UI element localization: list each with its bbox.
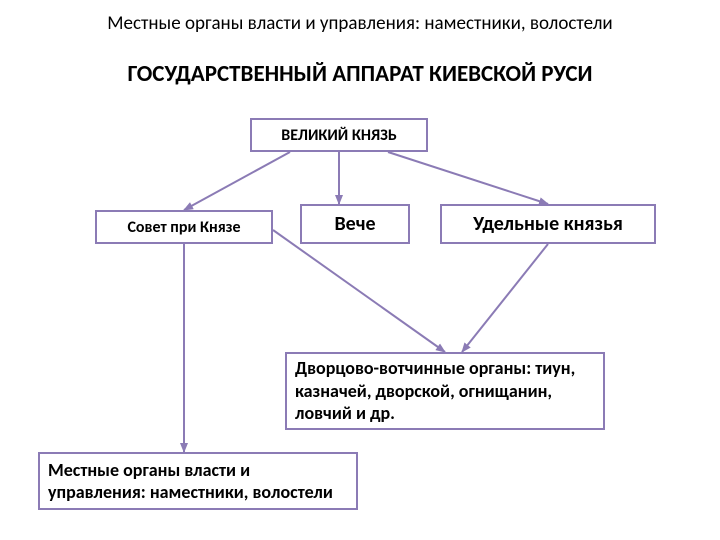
node-princes: Удельные князья [440,204,656,244]
arrow-prince-to-council [184,152,290,210]
node-grand-prince-label: ВЕЛИКИЙ КНЯЗЬ [281,126,396,145]
node-grand-prince: ВЕЛИКИЙ КНЯЗЬ [250,118,428,152]
node-veche: Вече [300,204,410,244]
arrow-prince-to-princes [388,152,548,204]
arrow-princes-to-palace [462,244,548,352]
node-palace: Дворцово-вотчинные органы: тиун, казначе… [285,352,605,430]
node-veche-label: Вече [334,212,375,236]
node-council: Совет при Князе [95,210,273,244]
node-local: Местные органы власти и управления: наме… [38,452,358,510]
node-palace-label: Дворцово-вотчинные органы: тиун, казначе… [295,357,595,425]
page-title: ГОСУДАРСТВЕННЫЙ АППАРАТ КИЕВСКОЙ РУСИ [0,60,720,88]
node-princes-label: Удельные князья [473,212,623,236]
arrow-council-to-palace [273,230,445,352]
node-local-label: Местные органы власти и управления: наме… [48,459,348,504]
node-council-label: Совет при Князе [127,218,240,237]
page-subtitle: Местные органы власти и управления: наме… [0,12,720,35]
